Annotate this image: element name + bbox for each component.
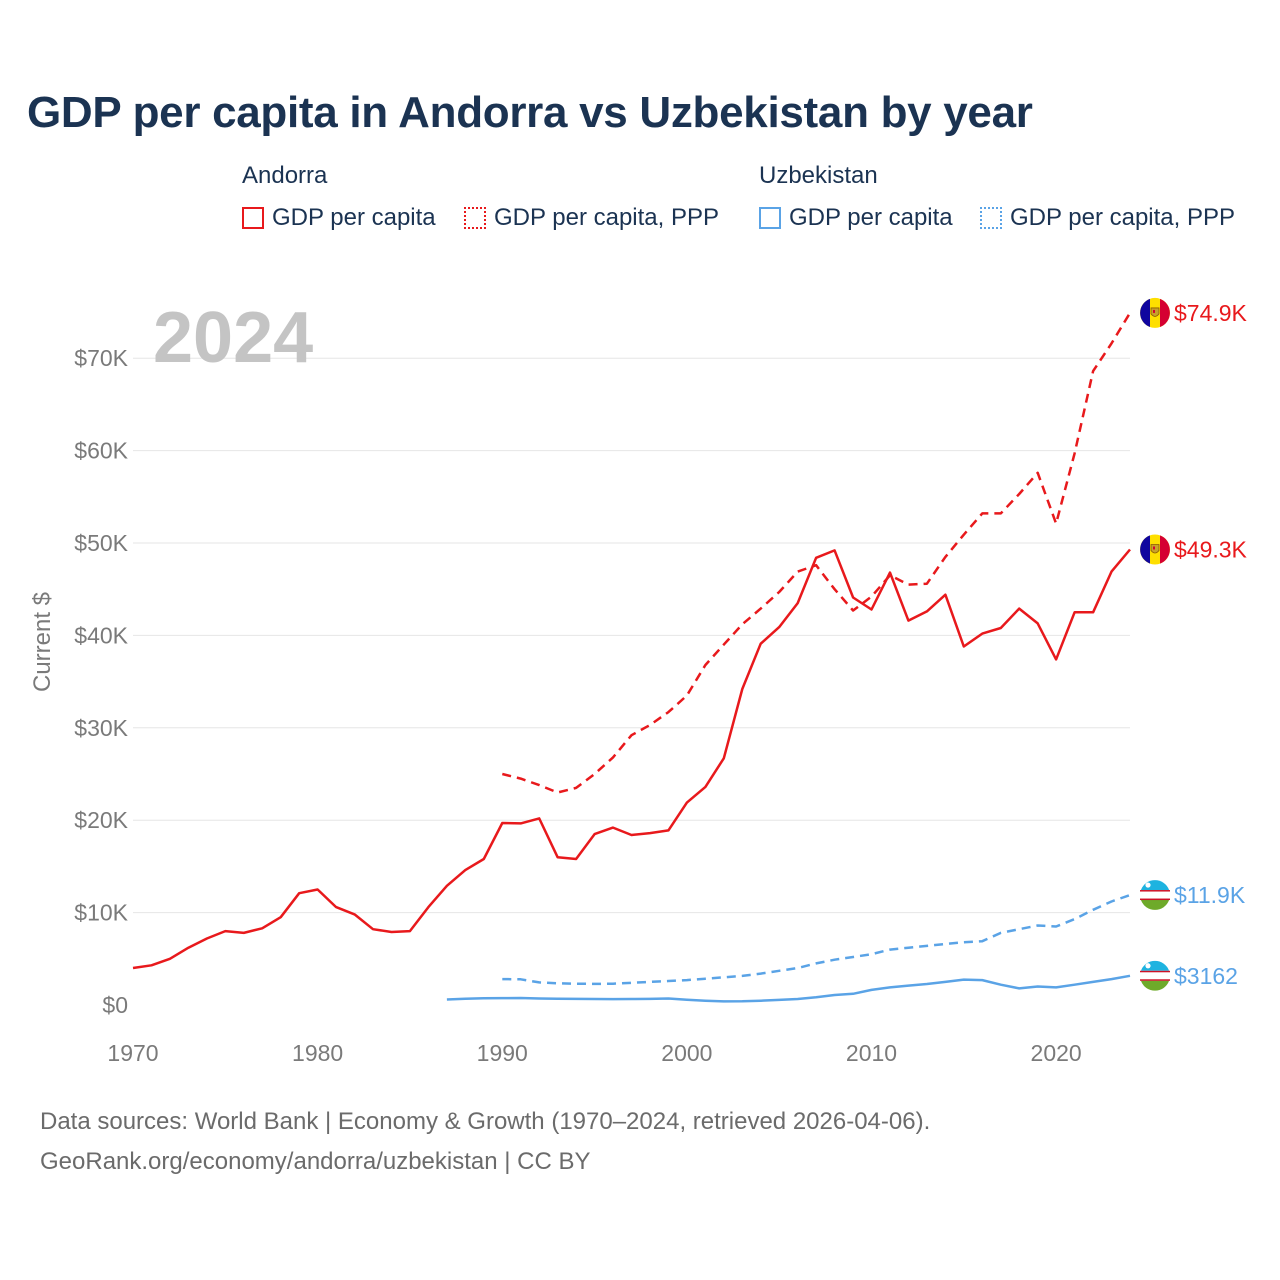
year-watermark: 2024 [153, 298, 313, 378]
end-value-label: $74.9K [1174, 300, 1248, 326]
andorra-flag-icon [1140, 534, 1170, 565]
flag-crescent [1145, 963, 1151, 969]
end-value-label: $3162 [1174, 963, 1238, 989]
legend-swatch-solid-blue [759, 207, 781, 229]
flag-line-top [1140, 890, 1170, 892]
series-lines [132, 312, 1132, 1003]
uzbekistan-flag-icon [1140, 880, 1170, 911]
end-value-label: $11.9K [1174, 882, 1246, 908]
legend-group-andorra: Andorra [242, 162, 328, 189]
y-axis-ticks: $0 $10K $20K $30K $40K $50K $60K $70K [74, 345, 128, 1018]
flag-emblem-detail [1153, 309, 1155, 313]
x-tick-label: 1990 [477, 1040, 528, 1066]
legend-label: GDP per capita, PPP [1010, 204, 1235, 231]
uzbekistan-flag-icon [1140, 960, 1170, 991]
y-tick-label: $10K [74, 900, 128, 926]
x-tick-label: 1980 [292, 1040, 343, 1066]
flag-stripe-red [1160, 298, 1170, 328]
flag-stripe-green [1140, 900, 1170, 910]
end-markers: $74.9K $49.3K $11.9K $3162 [1140, 297, 1248, 991]
series-line [132, 548, 1131, 970]
flag-stripe-blue [1140, 535, 1150, 564]
flag-stripe-blue [1140, 880, 1170, 891]
series-line [502, 893, 1131, 986]
y-axis-label: Current $ [29, 592, 56, 692]
series-line [446, 974, 1131, 1003]
y-tick-label: $30K [74, 715, 128, 741]
legend-swatch-dotted-blue [980, 207, 1002, 229]
legend-uzbekistan-gdp-ppp[interactable]: GDP per capita, PPP [980, 204, 1235, 232]
x-tick-label: 2010 [846, 1040, 897, 1066]
chart-title: GDP per capita in Andorra vs Uzbekistan … [27, 88, 1033, 137]
flag-stripe-blue [1140, 960, 1170, 971]
footer-sources: Data sources: World Bank | Economy & Gro… [40, 1108, 931, 1135]
legend-andorra-gdp[interactable]: GDP per capita [242, 204, 436, 232]
y-tick-label: $70K [74, 345, 128, 371]
y-tick-label: $20K [74, 807, 128, 833]
legend-label: GDP per capita, PPP [494, 204, 719, 231]
series-line [501, 312, 1132, 794]
legend-label: GDP per capita [789, 204, 953, 231]
legend-swatch-solid-red [242, 207, 264, 229]
legend-swatch-dotted-red [464, 207, 486, 229]
flag-stripe-blue [1140, 298, 1150, 328]
legend-label: GDP per capita [272, 204, 436, 231]
end-value-label: $49.3K [1174, 536, 1248, 562]
legend-andorra-gdp-ppp[interactable]: GDP per capita, PPP [464, 204, 719, 232]
flag-crescent [1145, 882, 1151, 888]
x-tick-label: 1970 [107, 1040, 158, 1066]
y-tick-label: $0 [102, 992, 128, 1018]
flag-line-bottom [1140, 979, 1170, 981]
flag-line-bottom [1140, 898, 1170, 901]
flag-stripe-green [1140, 980, 1170, 991]
legend-uzbekistan-gdp[interactable]: GDP per capita [759, 204, 953, 232]
andorra-flag-icon [1140, 297, 1170, 328]
footer-link[interactable]: GeoRank.org/economy/andorra/uzbekistan |… [40, 1148, 591, 1175]
x-axis-ticks: 1970 1980 1990 2000 2010 2020 [107, 1040, 1081, 1066]
flag-line-top [1140, 970, 1170, 973]
flag-emblem-detail [1153, 546, 1155, 550]
x-tick-label: 2020 [1031, 1040, 1082, 1066]
y-tick-label: $50K [74, 530, 128, 556]
legend-group-uzbekistan: Uzbekistan [759, 162, 878, 189]
grid-lines [133, 357, 1130, 914]
flag-stripe-red [1160, 535, 1170, 564]
y-tick-label: $40K [74, 622, 128, 648]
x-tick-label: 2000 [661, 1040, 712, 1066]
y-tick-label: $60K [74, 438, 128, 464]
